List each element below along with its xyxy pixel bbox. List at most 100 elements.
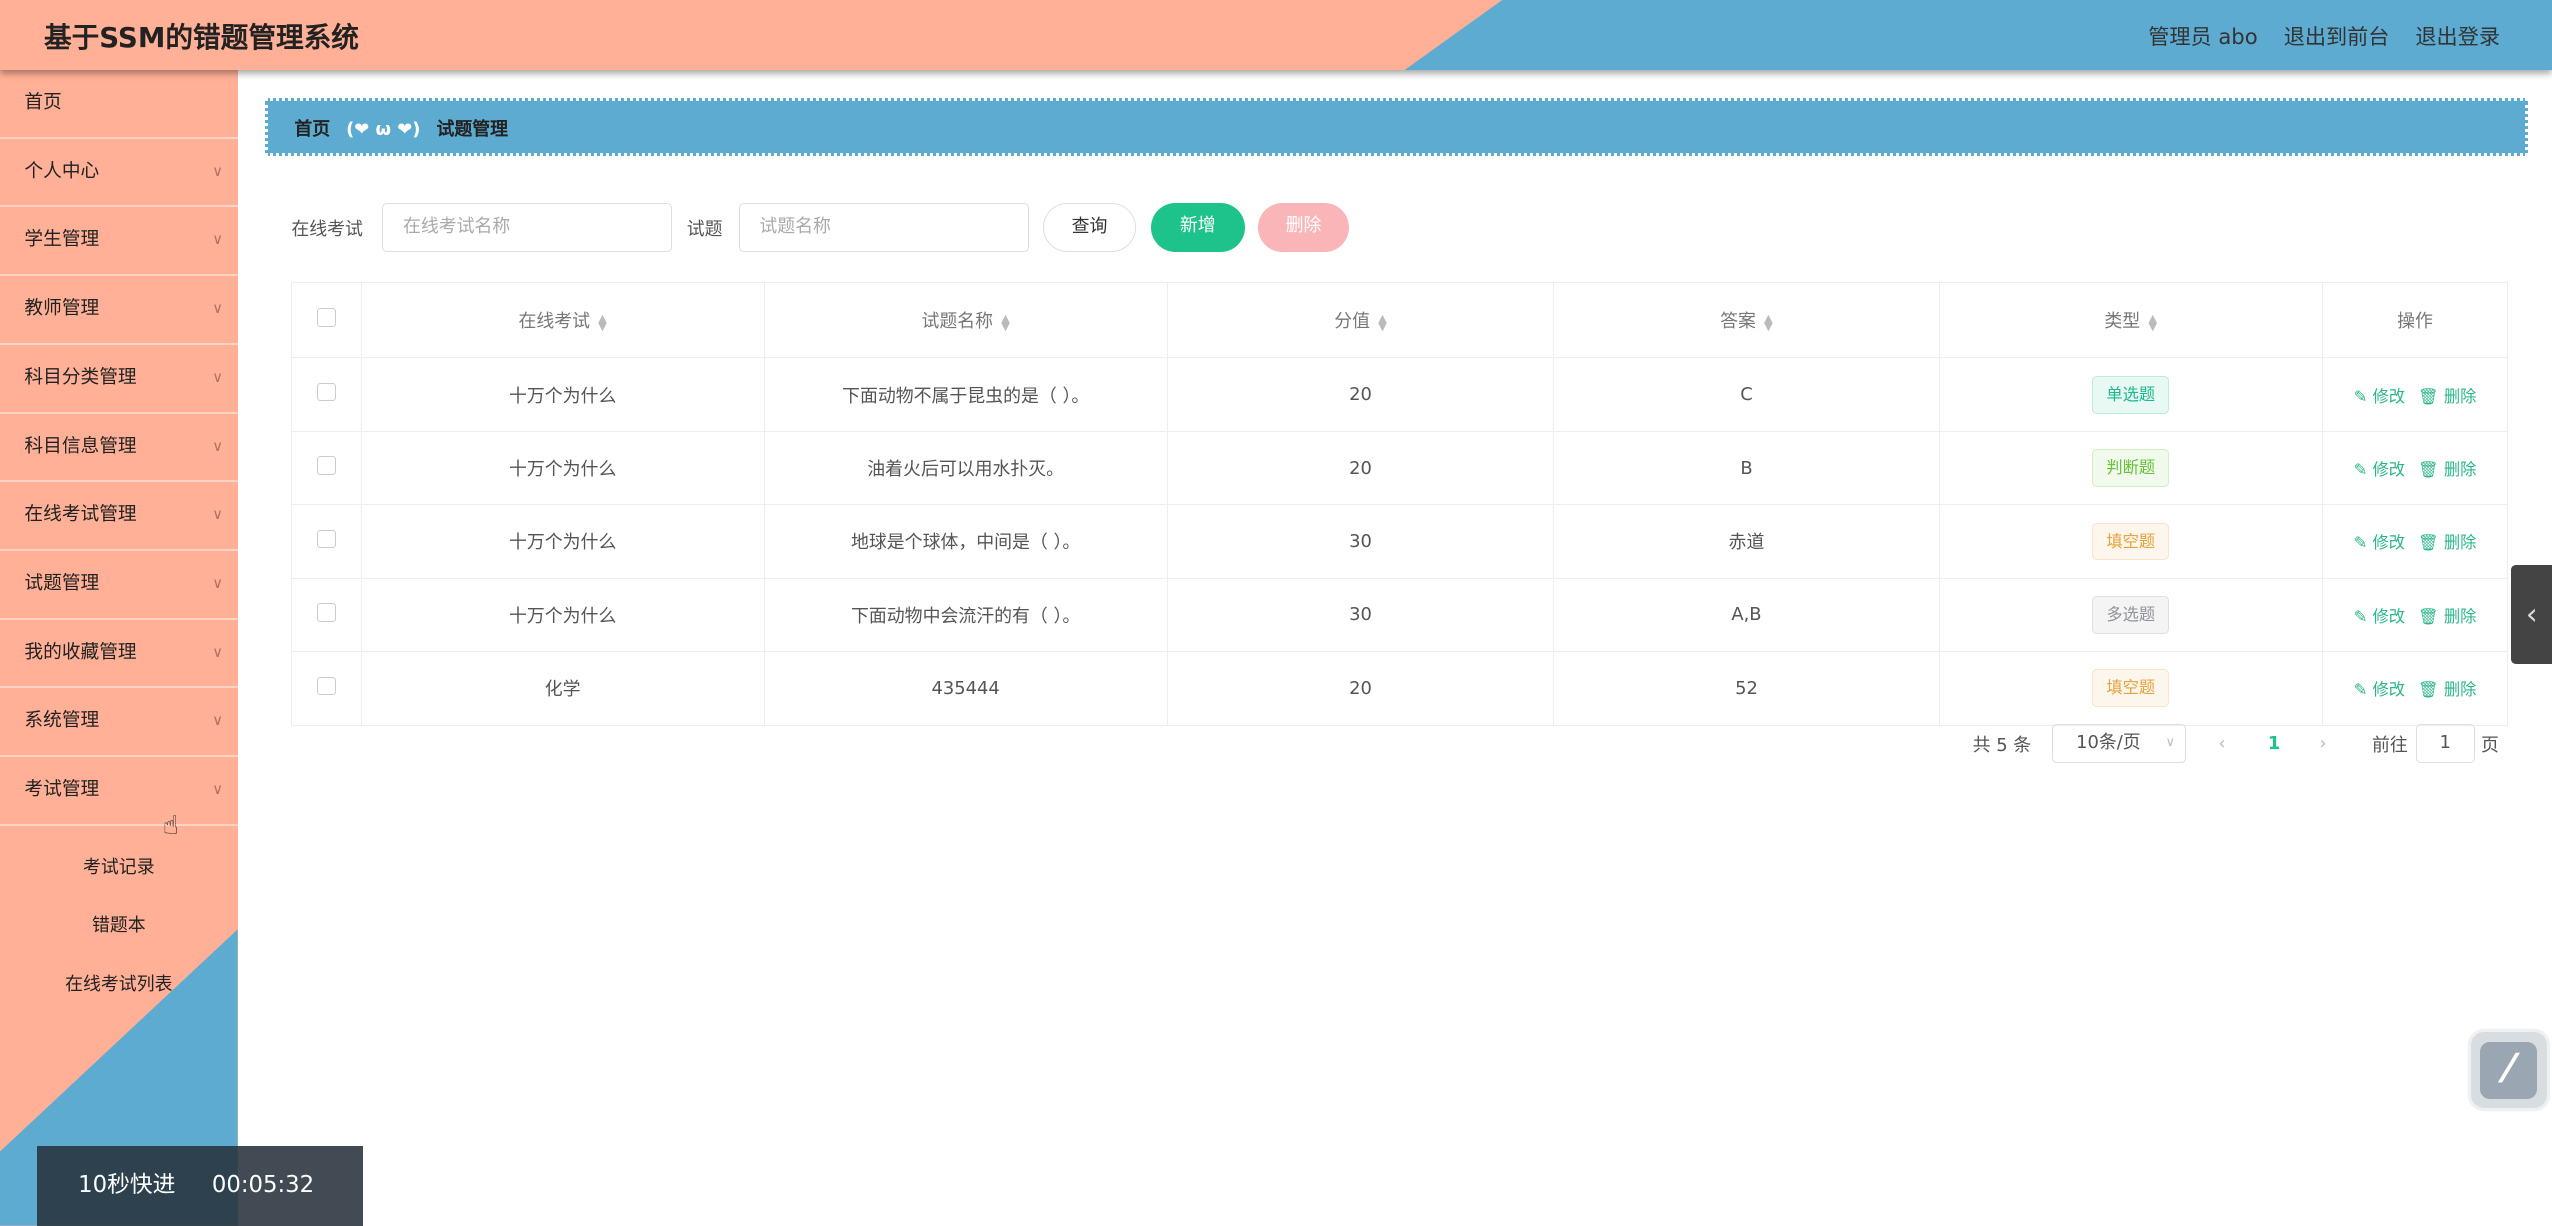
sidebar-item-label: 个人中心	[24, 160, 100, 182]
row-checkbox[interactable]	[317, 676, 336, 695]
delete-row-button[interactable]: 🗑 删除	[2418, 606, 2477, 626]
floating-tool-button[interactable]: ⁄	[2470, 1031, 2548, 1109]
query-button[interactable]: 查询	[1043, 203, 1136, 253]
cell-answer: A,B	[1553, 577, 1940, 653]
exam-label: 在线考试	[291, 218, 363, 240]
edit-icon: ✎	[2353, 386, 2368, 406]
sidebar-item[interactable]: 个人中心 ∨	[0, 139, 238, 208]
chevron-down-icon: ∨	[212, 162, 223, 180]
edit-button[interactable]: ✎ 修改	[2353, 460, 2406, 480]
cell-score: 20	[1166, 430, 1555, 506]
goto-page-input[interactable]: 1	[2415, 724, 2475, 764]
type-tag: 判断题	[2092, 449, 2170, 487]
sidebar: 首页 个人中心 ∨ 学生管理 ∨ 教师管理 ∨ 科目分类管理 ∨ 科目信息管理 ∨ 在线考试管理 ∨ 试题…	[0, 69, 238, 1226]
table-row: 化学 435444 20 52 填空题 ✎ 修改 🗑 删除	[291, 651, 2509, 726]
column-exam[interactable]: 在线考试 ▲ ▼	[360, 281, 765, 359]
cell-exam: 十万个为什么	[360, 357, 765, 432]
chevron-down-icon: ∨	[212, 712, 223, 730]
back-to-front-link[interactable]: 退出到前台	[2283, 23, 2390, 49]
cell-exam: 化学	[360, 651, 765, 726]
delete-row-button[interactable]: 🗑 删除	[2418, 533, 2477, 553]
column-type[interactable]: 类型 ▲ ▼	[1938, 281, 2323, 359]
edit-button[interactable]: ✎ 修改	[2353, 680, 2406, 700]
fast-forward-overlay[interactable]: 10秒快进 00:05:32	[37, 1145, 363, 1226]
row-checkbox[interactable]	[317, 383, 336, 402]
sidebar-item[interactable]: 系统管理 ∨	[0, 688, 238, 758]
cell-name: 油着火后可以用水扑灭。	[763, 430, 1168, 506]
edit-icon: ✎	[2353, 460, 2368, 480]
column-answer[interactable]: 答案 ▲ ▼	[1553, 281, 1940, 359]
row-checkbox[interactable]	[317, 456, 336, 475]
column-name[interactable]: 试题名称 ▲ ▼	[763, 281, 1168, 359]
question-search-input[interactable]: 试题名称	[738, 203, 1029, 253]
edit-icon: ✎	[2353, 680, 2368, 700]
hand-cursor-icon: ☝	[162, 810, 179, 841]
pagination: 共 5 条 10条/页 ∨ ‹ 1 › 前往 1 页	[1973, 724, 2499, 764]
add-button[interactable]: 新增	[1150, 203, 1245, 253]
page-size-select[interactable]: 10条/页 ∨	[2052, 724, 2186, 764]
edit-button[interactable]: ✎ 修改	[2353, 606, 2406, 626]
table-row: 十万个为什么 地球是个球体，中间是（ ）。 30 赤道 填空题 ✎ 修改 🗑 删除	[291, 504, 2509, 579]
sort-icon: ▲ ▼	[1001, 310, 1010, 333]
sidebar-item[interactable]: 学生管理 ∨	[0, 207, 238, 277]
type-tag: 多选题	[2092, 596, 2170, 634]
sort-icon: ▲ ▼	[598, 310, 607, 333]
sidebar-item-label: 首页	[24, 91, 62, 113]
column-score[interactable]: 分值 ▲ ▼	[1166, 281, 1555, 359]
cell-answer: C	[1553, 357, 1940, 432]
cell-answer: B	[1553, 430, 1940, 506]
page-1[interactable]: 1	[2267, 733, 2281, 755]
chevron-down-icon: ∨	[212, 368, 223, 386]
sidebar-item[interactable]: 首页	[0, 70, 238, 139]
sidebar-item-label: 科目信息管理	[24, 435, 137, 457]
row-checkbox[interactable]	[317, 603, 336, 622]
chevron-down-icon: ∨	[212, 575, 223, 593]
collapse-panel-tab[interactable]: ‹	[2511, 564, 2552, 665]
prev-page-icon[interactable]: ‹	[2218, 733, 2226, 755]
sidebar-item-label: 在线考试管理	[24, 504, 137, 526]
select-all-checkbox[interactable]	[317, 308, 336, 327]
breadcrumb-home[interactable]: 首页	[294, 118, 331, 140]
type-tag: 填空题	[2092, 669, 2170, 708]
sidebar-item[interactable]: 考试管理 ∨	[0, 757, 238, 826]
sidebar-item[interactable]: 我的收藏管理 ∨	[0, 620, 238, 689]
type-tag: 单选题	[2092, 375, 2170, 414]
delete-button[interactable]: 删除	[1257, 203, 1350, 253]
delete-row-button[interactable]: 🗑 删除	[2418, 680, 2477, 700]
delete-row-button[interactable]: 🗑 删除	[2418, 460, 2477, 480]
sidebar-item[interactable]: 科目信息管理 ∨	[0, 414, 238, 483]
sidebar-item[interactable]: 试题管理 ∨	[0, 551, 238, 620]
next-page-icon[interactable]: ›	[2319, 733, 2327, 755]
trash-icon: 🗑	[2418, 533, 2439, 553]
question-label: 试题	[686, 218, 723, 240]
cell-name: 下面动物不属于昆虫的是（ ）。	[763, 357, 1168, 432]
logout-link[interactable]: 退出登录	[2415, 23, 2500, 49]
table-row: 十万个为什么 下面动物不属于昆虫的是（ ）。 20 C 单选题 ✎ 修改 🗑 删除	[291, 357, 2509, 432]
chevron-down-icon: ∨	[212, 781, 223, 799]
sort-icon: ▲ ▼	[2148, 310, 2158, 333]
exam-search-input[interactable]: 在线考试名称	[382, 203, 673, 253]
cell-score: 30	[1166, 577, 1555, 653]
chevron-left-icon: ‹	[2525, 596, 2538, 631]
trash-icon: 🗑	[2418, 606, 2439, 626]
cell-answer: 52	[1553, 651, 1940, 726]
cell-exam: 十万个为什么	[360, 504, 765, 579]
row-checkbox[interactable]	[317, 529, 336, 549]
sidebar-item[interactable]: 科目分类管理 ∨	[0, 345, 238, 414]
cell-exam: 十万个为什么	[360, 577, 765, 653]
table-header-row: 在线考试 ▲ ▼ 试题名称 ▲ ▼ 分值 ▲ ▼ 答案 ▲ ▼ 类型 ▲ ▼ 操作	[291, 281, 2509, 359]
sidebar-item[interactable]: 教师管理 ∨	[0, 276, 238, 345]
delete-row-button[interactable]: 🗑 删除	[2418, 386, 2477, 406]
chevron-down-icon: ∨	[212, 300, 223, 318]
cell-answer: 赤道	[1553, 504, 1940, 579]
chevron-down-icon: ∨	[2165, 735, 2176, 751]
sort-icon: ▲ ▼	[1378, 310, 1387, 333]
edit-button[interactable]: ✎ 修改	[2353, 386, 2406, 406]
cell-score: 20	[1166, 651, 1555, 726]
sidebar-item[interactable]: 在线考试管理 ∨	[0, 482, 238, 552]
sidebar-subitem[interactable]: 错题本	[91, 915, 146, 937]
sidebar-subitem[interactable]: 在线考试列表	[65, 974, 173, 996]
edit-button[interactable]: ✎ 修改	[2353, 533, 2406, 553]
slash-logo-icon: ⁄	[2480, 1041, 2538, 1099]
sidebar-subitem[interactable]: 考试记录	[83, 856, 155, 878]
